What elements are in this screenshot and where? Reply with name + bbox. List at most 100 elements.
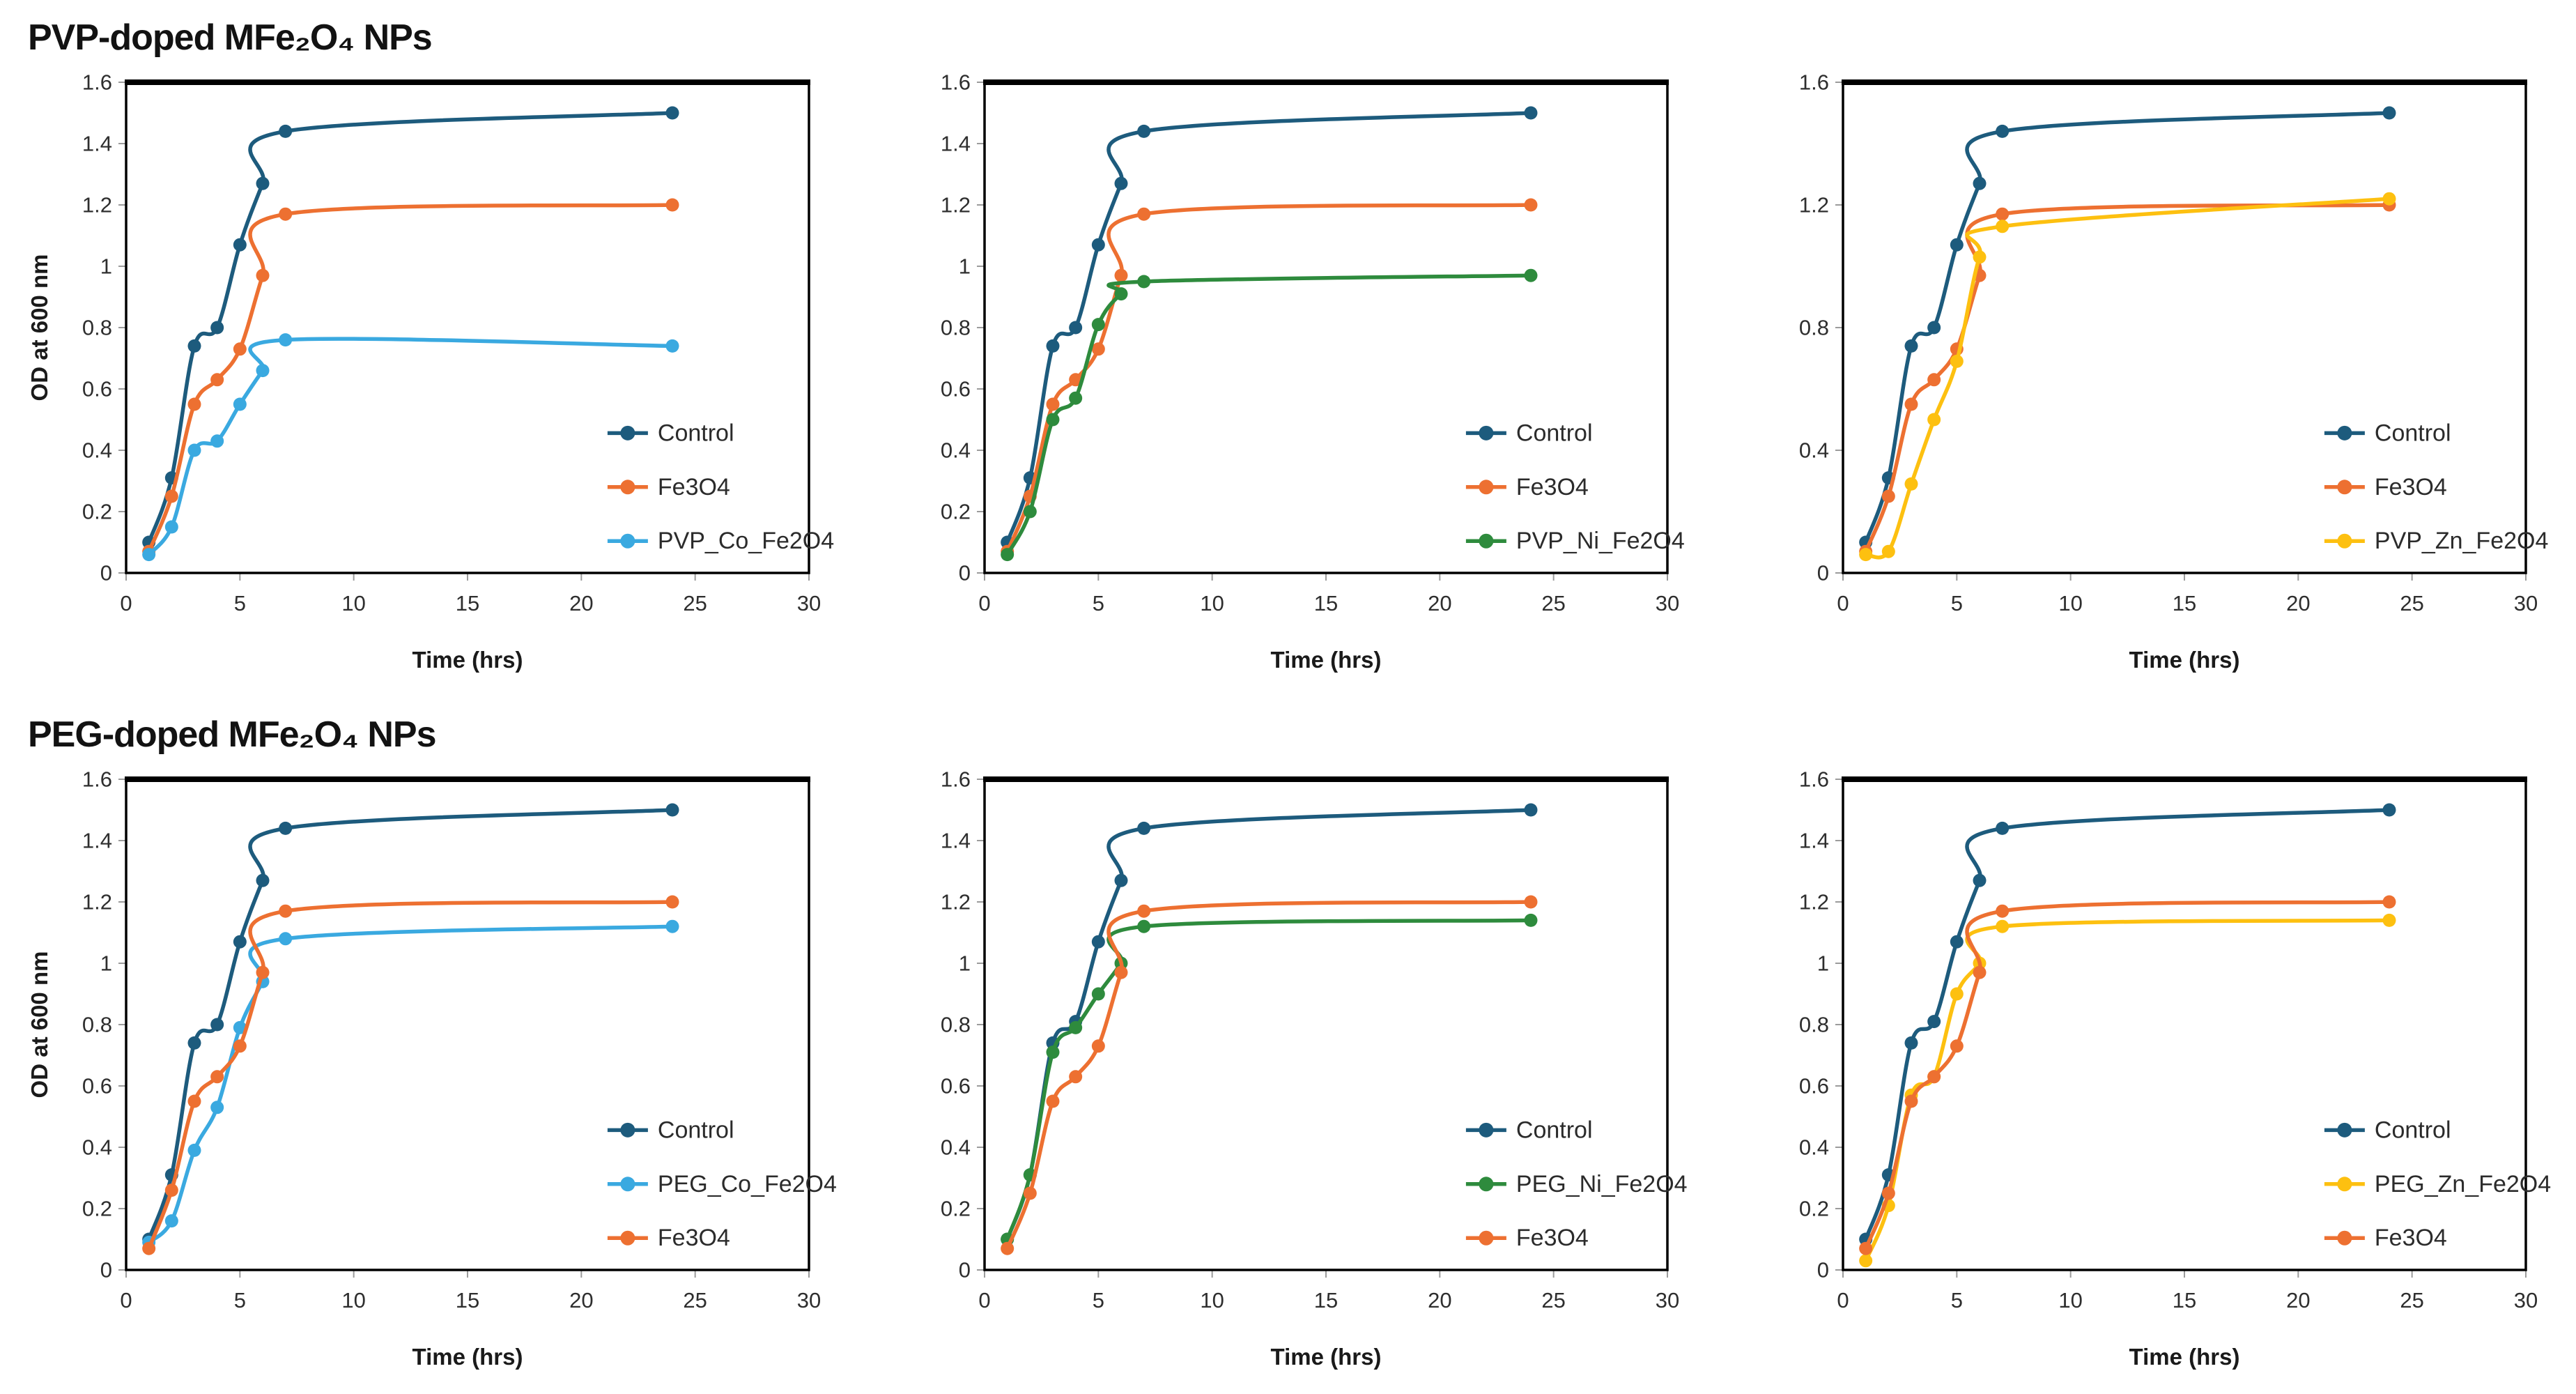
x-tick-label: 15 — [456, 591, 479, 615]
y-tick-label: 0.2 — [941, 1197, 971, 1221]
x-tick-label: 30 — [1656, 1288, 1679, 1312]
series-marker-fe3o4 — [665, 895, 679, 909]
chart-pvp-zn-fe2o4: 0 0.4 0.8 1.2 1.6 0 5 10 15 20 25 30 Control Fe3O4 PVP… — [1717, 64, 2575, 684]
series-line-peg_co_fe2o4 — [146, 924, 674, 1245]
series-line-pvp_zn_fe2o4 — [1863, 197, 2391, 560]
legend-swatch-marker — [2337, 1177, 2352, 1192]
series-marker-fe3o4 — [187, 1094, 201, 1108]
series-marker-fe3o4 — [164, 489, 178, 503]
legend-label: Fe3O4 — [658, 1225, 730, 1251]
x-tick-label: 20 — [1428, 591, 1451, 615]
series-line-control — [146, 111, 674, 544]
series-marker-pvp_zn_fe2o4 — [1973, 250, 1987, 264]
legend-label: PEG_Co_Fe2O4 — [658, 1171, 837, 1197]
y-tick-label: 0.4 — [941, 438, 971, 463]
series-marker-fe3o4 — [233, 1039, 247, 1053]
series-line-control — [1005, 111, 1533, 544]
x-tick-label: 5 — [1093, 1288, 1104, 1312]
y-axis-title: OD at 600 nm — [26, 951, 52, 1098]
legend-swatch-marker — [2337, 1122, 2352, 1138]
y-tick-label: 1 — [959, 254, 971, 279]
series-marker-control — [1996, 821, 2010, 835]
series-marker-control — [1137, 124, 1151, 138]
series-marker-fe3o4 — [1859, 1241, 1873, 1255]
x-tick-label: 25 — [2400, 591, 2423, 615]
chart-canvas-peg-co: 0 0.2 0.4 0.6 0.8 1 1.2 1.4 1.6 0 5 10 15 20 25 30 Contr… — [26, 767, 837, 1370]
series-marker-pvp_ni_fe2o4 — [1069, 391, 1083, 405]
x-axis-title: Time (hrs) — [2129, 1344, 2240, 1370]
series-marker-fe3o4 — [1137, 207, 1151, 221]
legend-swatch-marker — [2337, 533, 2352, 549]
x-tick-label: 0 — [978, 1288, 990, 1312]
y-tick-label: 1.2 — [1799, 890, 1829, 914]
series-marker-fe3o4 — [1069, 1070, 1083, 1084]
x-tick-label: 15 — [2173, 1288, 2196, 1312]
series-marker-control — [1996, 124, 2010, 138]
series-marker-peg_co_fe2o4 — [233, 1020, 247, 1034]
x-tick-label: 15 — [456, 1288, 479, 1312]
y-tick-label: 1.2 — [82, 890, 112, 914]
series-marker-fe3o4 — [279, 207, 293, 221]
series-marker-fe3o4 — [1001, 1241, 1015, 1255]
y-tick-label: 0 — [959, 1258, 971, 1282]
series-marker-control — [1524, 106, 1538, 120]
series-marker-control — [256, 176, 270, 190]
y-tick-label: 0 — [100, 561, 112, 585]
x-tick-label: 5 — [234, 591, 246, 615]
series-marker-peg_ni_fe2o4 — [1046, 1046, 1060, 1059]
series-marker-control — [1927, 321, 1941, 335]
y-tick-label: 0.8 — [941, 316, 971, 340]
series-marker-pvp_zn_fe2o4 — [2382, 192, 2396, 206]
x-tick-label: 25 — [683, 591, 707, 615]
y-tick-label: 1.6 — [1799, 70, 1829, 95]
legend-swatch-marker — [620, 480, 635, 495]
series-marker-control — [665, 803, 679, 817]
series-line-fe3o4 — [146, 900, 674, 1250]
series-marker-peg_zn_fe2o4 — [1859, 1254, 1873, 1268]
series-marker-control — [1973, 176, 1987, 190]
x-tick-label: 25 — [1541, 591, 1565, 615]
series-marker-peg_co_fe2o4 — [665, 919, 679, 933]
y-tick-label: 0 — [959, 561, 971, 585]
y-tick-label: 0.2 — [941, 500, 971, 524]
y-tick-label: 1.6 — [82, 70, 112, 95]
series-marker-peg_zn_fe2o4 — [2382, 913, 2396, 927]
series-line-control — [146, 808, 674, 1241]
chart-peg-ni-fe2o4: 0 0.2 0.4 0.6 0.8 1 1.2 1.4 1.6 0 5 10 15 20 25 30 Contr… — [858, 761, 1717, 1381]
series-marker-control — [1973, 873, 1987, 887]
series-marker-fe3o4 — [210, 373, 224, 387]
chart-row-pvp: 0 0.2 0.4 0.6 0.8 1 1.2 1.4 1.6 0 5 10 15 20 25 30 Contr… — [0, 64, 2576, 684]
chart-peg-co-fe2o4: 0 0.2 0.4 0.6 0.8 1 1.2 1.4 1.6 0 5 10 15 20 25 30 Contr… — [0, 761, 858, 1381]
x-tick-label: 25 — [683, 1288, 707, 1312]
y-tick-label: 1.4 — [1799, 829, 1829, 853]
series-line-fe3o4 — [1005, 900, 1533, 1250]
series-marker-fe3o4 — [1114, 268, 1128, 282]
series-marker-control — [1524, 803, 1538, 817]
series-line-fe3o4 — [1863, 900, 2391, 1250]
legend-label: Fe3O4 — [658, 474, 730, 500]
series-line-peg_ni_fe2o4 — [1005, 918, 1533, 1241]
series-marker-control — [1114, 176, 1128, 190]
chart-canvas-pvp-co: 0 0.2 0.4 0.6 0.8 1 1.2 1.4 1.6 0 5 10 15 20 25 30 Contr… — [26, 70, 834, 673]
x-axis-title: Time (hrs) — [412, 1344, 523, 1370]
series-marker-pvp_ni_fe2o4 — [1524, 268, 1538, 282]
series-marker-fe3o4 — [1950, 1039, 1964, 1053]
series-marker-pvp_co_fe2o4 — [210, 434, 224, 448]
x-tick-label: 10 — [2058, 591, 2082, 615]
series-marker-fe3o4 — [210, 1070, 224, 1084]
legend-swatch-marker — [1479, 480, 1494, 495]
y-tick-label: 0.8 — [82, 316, 112, 340]
y-tick-label: 1.2 — [941, 193, 971, 217]
series-marker-control — [1904, 1036, 1918, 1050]
y-tick-label: 0.8 — [82, 1013, 112, 1037]
y-tick-label: 0.2 — [82, 500, 112, 524]
series-marker-peg_co_fe2o4 — [164, 1214, 178, 1228]
series-marker-pvp_zn_fe2o4 — [1927, 413, 1941, 427]
chart-pvp-ni-fe2o4: 0 0.2 0.4 0.6 0.8 1 1.2 1.4 1.6 0 5 10 15 20 25 30 Contr… — [858, 64, 1717, 684]
series-line-fe3o4 — [146, 203, 674, 553]
y-tick-label: 1 — [100, 254, 112, 279]
series-marker-fe3o4 — [1881, 1186, 1895, 1200]
x-tick-label: 25 — [2400, 1288, 2423, 1312]
legend-label: PEG_Zn_Fe2O4 — [2375, 1171, 2551, 1197]
y-tick-label: 0.6 — [941, 377, 971, 401]
